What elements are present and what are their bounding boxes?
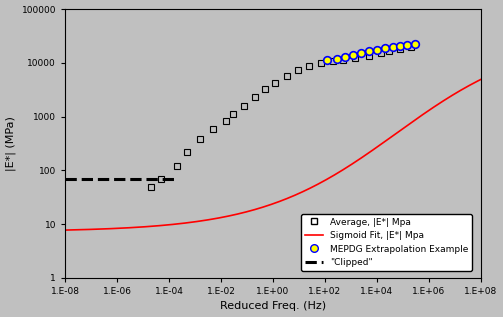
- Y-axis label: |E*| (MPa): |E*| (MPa): [6, 116, 16, 171]
- Legend: Average, |E*| Mpa, Sigmoid Fit, |E*| Mpa, MEPDG Extrapolation Example, "Clipped": Average, |E*| Mpa, Sigmoid Fit, |E*| Mpa…: [301, 214, 472, 271]
- X-axis label: Reduced Freq. (Hz): Reduced Freq. (Hz): [220, 301, 326, 311]
